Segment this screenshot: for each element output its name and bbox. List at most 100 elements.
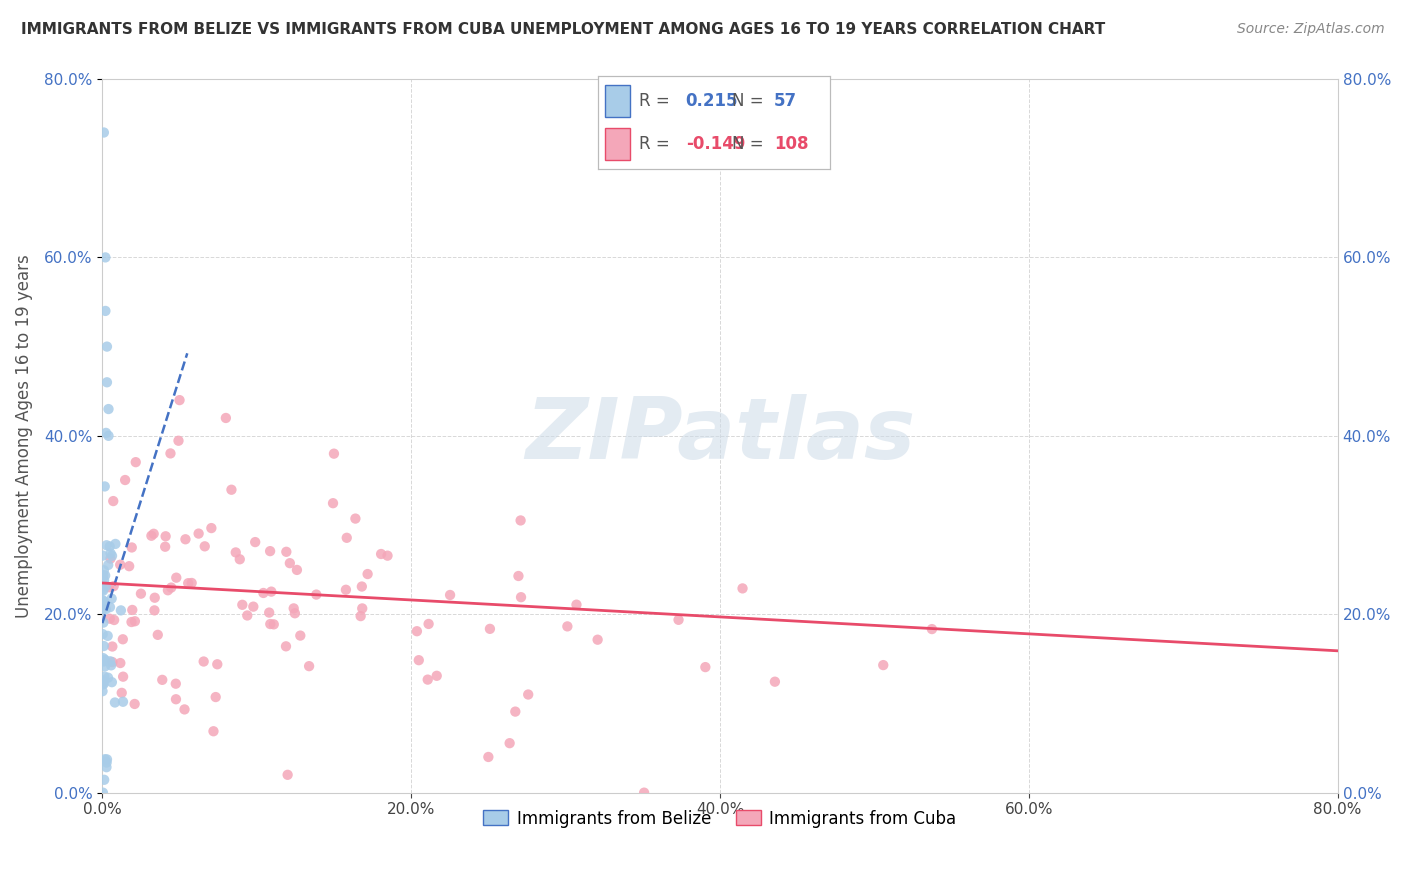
Point bbox=[731, 582, 754, 596]
Point bbox=[98, 654, 121, 668]
Point bbox=[285, 563, 308, 577]
Point bbox=[557, 619, 579, 633]
Point bbox=[277, 768, 299, 782]
Point bbox=[91, 583, 114, 598]
Point bbox=[96, 538, 118, 552]
Point bbox=[124, 614, 146, 628]
Point bbox=[93, 669, 115, 683]
Point bbox=[94, 304, 117, 318]
Point bbox=[350, 609, 373, 624]
Point bbox=[257, 606, 280, 620]
Point bbox=[150, 673, 173, 687]
Point bbox=[91, 627, 114, 641]
Point bbox=[377, 549, 399, 563]
Point bbox=[200, 521, 222, 535]
Point bbox=[94, 752, 117, 766]
Point bbox=[259, 544, 281, 558]
Point bbox=[336, 531, 359, 545]
Point bbox=[93, 615, 115, 630]
Point bbox=[439, 588, 461, 602]
Point bbox=[416, 673, 439, 687]
Point bbox=[160, 581, 183, 595]
Point bbox=[143, 591, 166, 605]
Point bbox=[100, 551, 122, 566]
Point bbox=[93, 126, 115, 140]
Point bbox=[101, 549, 124, 563]
Point bbox=[284, 607, 307, 621]
Point bbox=[290, 629, 312, 643]
Point bbox=[165, 571, 187, 585]
Point bbox=[93, 563, 115, 577]
Point bbox=[153, 540, 176, 554]
Point bbox=[100, 546, 122, 560]
Point bbox=[478, 622, 501, 636]
Point bbox=[350, 580, 373, 594]
Point bbox=[872, 658, 894, 673]
Point bbox=[231, 598, 253, 612]
Point bbox=[93, 594, 115, 608]
Point bbox=[91, 677, 114, 691]
Point bbox=[93, 574, 115, 588]
Point bbox=[921, 622, 943, 636]
Point bbox=[110, 656, 132, 670]
Point bbox=[215, 411, 238, 425]
Point bbox=[93, 655, 115, 669]
Point bbox=[103, 579, 125, 593]
Point bbox=[114, 473, 136, 487]
Point bbox=[418, 616, 440, 631]
Point bbox=[344, 511, 367, 525]
Point bbox=[283, 601, 305, 615]
Point bbox=[96, 756, 118, 770]
Point bbox=[97, 429, 120, 443]
Text: 108: 108 bbox=[773, 136, 808, 153]
Point bbox=[156, 583, 179, 598]
Point bbox=[695, 660, 717, 674]
Point bbox=[112, 670, 135, 684]
Point bbox=[259, 617, 281, 632]
Point bbox=[370, 547, 392, 561]
Text: Source: ZipAtlas.com: Source: ZipAtlas.com bbox=[1237, 22, 1385, 37]
Point bbox=[91, 654, 114, 668]
Point bbox=[586, 632, 609, 647]
Point bbox=[426, 669, 449, 683]
Point bbox=[165, 692, 187, 706]
Point bbox=[406, 624, 429, 639]
Point bbox=[98, 580, 121, 594]
Point bbox=[274, 640, 297, 654]
Point bbox=[505, 705, 527, 719]
Point bbox=[91, 684, 114, 698]
Point bbox=[111, 632, 134, 647]
Point bbox=[668, 613, 690, 627]
Point bbox=[165, 676, 187, 690]
Text: N =: N = bbox=[733, 136, 769, 153]
Point bbox=[96, 376, 118, 390]
Point bbox=[111, 695, 134, 709]
Point bbox=[91, 673, 114, 688]
Point bbox=[108, 558, 131, 572]
Point bbox=[194, 539, 217, 553]
Point bbox=[91, 602, 114, 616]
FancyBboxPatch shape bbox=[605, 85, 630, 117]
Point bbox=[93, 479, 115, 493]
Point bbox=[91, 786, 114, 800]
Point bbox=[252, 586, 274, 600]
Point bbox=[94, 653, 117, 667]
Point bbox=[633, 786, 655, 800]
Point bbox=[93, 772, 115, 787]
Point bbox=[225, 545, 247, 559]
Point bbox=[103, 494, 125, 508]
Point bbox=[97, 558, 120, 572]
Point bbox=[96, 752, 118, 766]
Point bbox=[111, 686, 134, 700]
Point bbox=[94, 659, 117, 673]
Legend: Immigrants from Belize, Immigrants from Cuba: Immigrants from Belize, Immigrants from … bbox=[477, 803, 963, 834]
Point bbox=[91, 675, 114, 690]
Point bbox=[94, 425, 117, 440]
Point bbox=[322, 496, 344, 510]
Point bbox=[142, 526, 165, 541]
Point bbox=[187, 526, 209, 541]
Point bbox=[98, 612, 121, 626]
Point bbox=[173, 702, 195, 716]
Point bbox=[763, 674, 786, 689]
Y-axis label: Unemployment Among Ages 16 to 19 years: Unemployment Among Ages 16 to 19 years bbox=[15, 254, 32, 617]
